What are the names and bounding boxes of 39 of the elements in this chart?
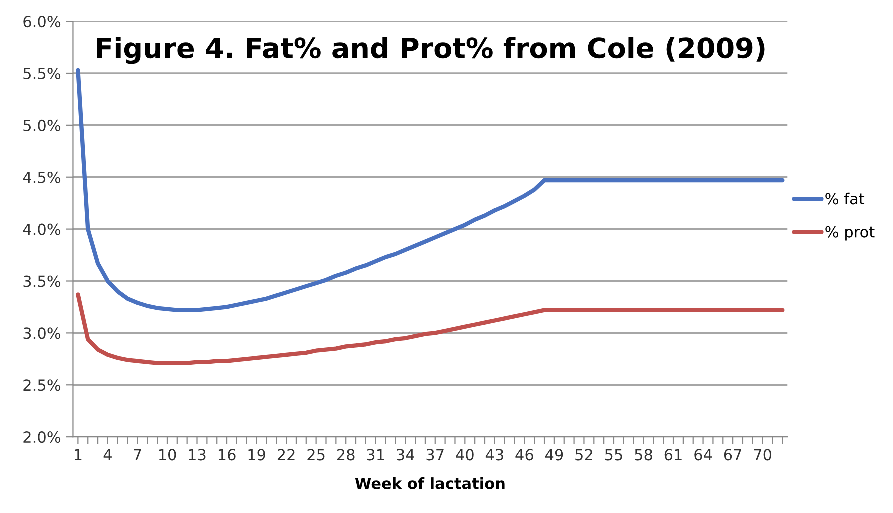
y-tick-label: 2.5% <box>24 380 61 392</box>
x-tick-label: 52 <box>576 449 592 461</box>
y-tick-label: 2.0% <box>24 432 61 444</box>
x-tick-label: 31 <box>367 449 384 461</box>
x-tick-label: 58 <box>635 449 652 461</box>
x-tick-label: 28 <box>337 449 355 461</box>
y-tick-label: 3.0% <box>24 328 61 340</box>
x-tick-label: 64 <box>694 449 712 461</box>
x-tick-label: 46 <box>516 449 534 461</box>
y-tick-label: 4.5% <box>23 172 61 184</box>
text: Figure 4. Fat% and Prot% from Cole (2009) <box>97 37 765 64</box>
x-tick-label: 70 <box>754 449 772 461</box>
x-tick-label: 37 <box>426 449 444 461</box>
x-tick-label: 25 <box>308 449 325 461</box>
x-tick-label: 67 <box>724 449 742 461</box>
x-tick-label: 4 <box>104 449 112 460</box>
x-tick-label: 22 <box>278 449 295 460</box>
y-tick-label: 4.0% <box>23 224 61 236</box>
x-tick-label: 7 <box>134 449 142 460</box>
x-tick-label: 16 <box>218 449 236 461</box>
legend-label: % fat <box>826 192 865 205</box>
x-tick-label: 10 <box>159 449 176 461</box>
line-series <box>76 292 785 366</box>
x-tick-label: 49 <box>545 449 564 461</box>
y-tick-label: 5.0% <box>24 120 61 132</box>
x-tick-label: 13 <box>189 449 206 461</box>
y-tick-label: 3.5% <box>24 276 61 288</box>
x-tick-label: 40 <box>456 449 474 461</box>
x-tick-label: 61 <box>664 449 682 461</box>
x-tick-label: 43 <box>486 449 504 461</box>
x-axis-title: Week of lactation <box>355 478 505 490</box>
y-tick-label: 6.0% <box>24 16 61 28</box>
x-tick-label: 19 <box>248 449 266 461</box>
x-tick-label: 55 <box>605 449 622 461</box>
x-tick-label: 1 <box>75 449 82 460</box>
x-tick-label: 34 <box>397 449 414 461</box>
y-tick-label: 5.5% <box>24 68 61 80</box>
legend-label: % prot <box>826 226 875 241</box>
line-series <box>76 68 785 312</box>
